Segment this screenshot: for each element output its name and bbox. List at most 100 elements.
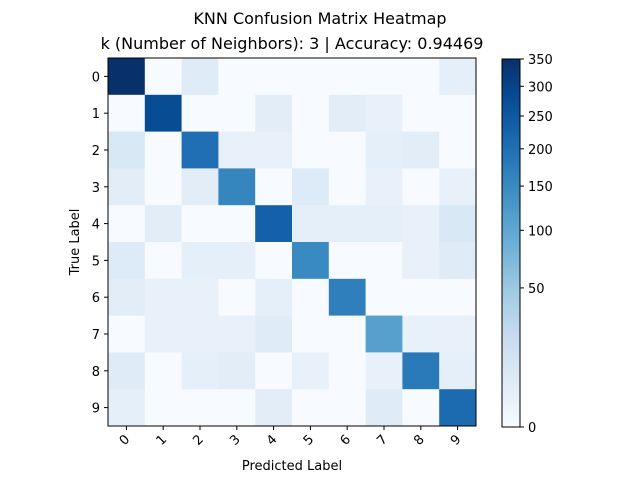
x-tick-label: 8 (411, 432, 427, 448)
colorbar-tick-label: 250 (528, 110, 553, 125)
heatmap-cell (402, 278, 440, 317)
heatmap-cell (292, 58, 330, 96)
heatmap-cell (255, 94, 293, 133)
heatmap-cell (144, 168, 183, 206)
heatmap-cell (328, 205, 367, 243)
heatmap-cell (439, 94, 477, 133)
heatmap-cell (328, 315, 367, 353)
heatmap-cell (108, 242, 146, 280)
x-tick-label: 7 (374, 432, 390, 448)
colorbar-ticks: 0 50 100 150 200 250 300 350 (520, 53, 553, 436)
heatmap-cell (144, 205, 183, 243)
heatmap-cell (144, 94, 183, 133)
heatmap-cell (181, 205, 219, 243)
x-tick-label: 1 (154, 432, 170, 448)
heatmap-cell (292, 205, 330, 243)
y-axis-ticks: 0 1 2 3 4 5 6 7 8 9 (92, 70, 108, 417)
y-tick-label: 3 (92, 181, 100, 196)
heatmap-cell (144, 58, 183, 96)
heatmap-cell (292, 352, 330, 390)
heatmap-cell (108, 352, 146, 390)
heatmap-cell (181, 352, 219, 390)
heatmap-cell (108, 131, 146, 169)
y-axis-label: True Label (68, 209, 83, 277)
x-tick-label: 2 (190, 432, 206, 448)
heatmap-cell (255, 168, 293, 206)
colorbar-tick-label: 350 (528, 53, 553, 68)
x-tick-label: 4 (264, 432, 280, 448)
heatmap-cell (181, 131, 219, 169)
y-tick-label: 6 (92, 291, 100, 306)
heatmap-cell (218, 168, 256, 206)
heatmap-cell (402, 352, 440, 390)
heatmap-cell (328, 94, 367, 133)
heatmap-cell (181, 58, 219, 96)
heatmap-cell (181, 278, 219, 317)
y-tick-label: 9 (92, 402, 100, 417)
heatmap-cell (439, 205, 477, 243)
x-tick-label: 6 (338, 432, 354, 448)
y-tick-label: 0 (92, 70, 100, 85)
heatmap-cell (328, 242, 367, 280)
heatmap-cell (218, 278, 256, 317)
x-axis-ticks: 0 1 2 3 4 5 6 7 8 9 (117, 426, 464, 449)
heatmap-cell (402, 94, 440, 133)
heatmap-cell (218, 242, 256, 280)
heatmap-cell (108, 389, 146, 427)
heatmap-cells (108, 58, 477, 427)
heatmap-cell (365, 278, 403, 317)
heatmap-cell (402, 242, 440, 280)
heatmap-cell (365, 352, 403, 390)
chart-subtitle: k (Number of Neighbors): 3 | Accuracy: 0… (101, 34, 484, 53)
heatmap-cell (328, 278, 367, 317)
x-tick-label: 0 (117, 432, 133, 448)
heatmap-cell (402, 58, 440, 96)
heatmap-cell (328, 131, 367, 169)
heatmap-frame (107, 57, 477, 427)
heatmap-cell (181, 94, 219, 133)
x-tick-label: 3 (227, 432, 243, 448)
colorbar-tick-label: 200 (528, 143, 553, 158)
colorbar-tick-label: 100 (528, 224, 553, 239)
heatmap-cell (181, 242, 219, 280)
heatmap-cell (108, 205, 146, 243)
chart-title: KNN Confusion Matrix Heatmap (193, 9, 446, 28)
heatmap-cell (292, 389, 330, 427)
heatmap-cell (365, 58, 403, 96)
heatmap-cell (328, 389, 367, 427)
x-tick-label: 9 (448, 432, 464, 448)
heatmap-cell (144, 278, 183, 317)
heatmap-cell (292, 168, 330, 206)
colorbar-tick-label: 150 (528, 180, 553, 195)
y-tick-label: 8 (92, 365, 100, 380)
heatmap-cell (181, 389, 219, 427)
heatmap-cell (218, 315, 256, 353)
heatmap-cell (402, 205, 440, 243)
heatmap-cell (218, 131, 256, 169)
heatmap-cell (144, 242, 183, 280)
heatmap-cell (365, 242, 403, 280)
heatmap-cell (292, 94, 330, 133)
heatmap-cell (439, 242, 477, 280)
heatmap-cell (218, 94, 256, 133)
heatmap-cell (365, 94, 403, 133)
heatmap-cell (108, 315, 146, 353)
y-tick-label: 5 (92, 254, 100, 269)
x-axis-label: Predicted Label (242, 459, 342, 474)
y-tick-label: 4 (92, 218, 100, 233)
heatmap-cell (218, 352, 256, 390)
heatmap-cell (144, 389, 183, 427)
heatmap-cell (255, 58, 293, 96)
heatmap-cell (328, 168, 367, 206)
heatmap-cell (218, 58, 256, 96)
heatmap-cell (255, 315, 293, 353)
heatmap-cell (402, 131, 440, 169)
colorbar-tick-label: 0 (528, 421, 536, 436)
heatmap-cell (181, 315, 219, 353)
heatmap-cell (144, 131, 183, 169)
heatmap-cell (365, 389, 403, 427)
y-tick-label: 1 (92, 107, 100, 122)
heatmap-cell (255, 242, 293, 280)
colorbar-tick-label: 50 (528, 282, 545, 297)
heatmap-cell (365, 168, 403, 206)
